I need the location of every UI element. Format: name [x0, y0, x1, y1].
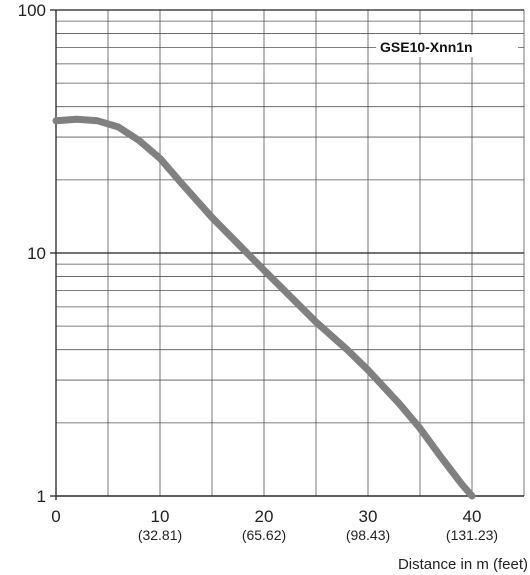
y-tick-label: 10 [27, 244, 46, 263]
y-tick-label: 1 [37, 487, 46, 506]
series-label: GSE10-Xnn1n [380, 39, 473, 55]
x-tick-label: 30 [359, 507, 378, 526]
series-line-0 [52, 115, 476, 500]
series-label-background [376, 35, 518, 57]
legend: GSE10-Xnn1n [376, 35, 518, 57]
series-group [52, 115, 476, 500]
x-tick-sublabel: (98.43) [346, 527, 390, 543]
x-axis-label: Distance in m (feet) [398, 556, 528, 573]
grid [50, 9, 525, 497]
x-tick-sublabel: (131.23) [446, 527, 498, 543]
x-tick-label: 0 [51, 507, 60, 526]
x-tick-sublabel: (65.62) [242, 527, 286, 543]
x-tick-label: 10 [151, 507, 170, 526]
x-tick-sublabel: (32.81) [138, 527, 182, 543]
x-tick-label: 40 [463, 507, 482, 526]
axes [55, 10, 524, 500]
y-tick-label: 100 [18, 1, 46, 20]
x-tick-label: 20 [255, 507, 274, 526]
